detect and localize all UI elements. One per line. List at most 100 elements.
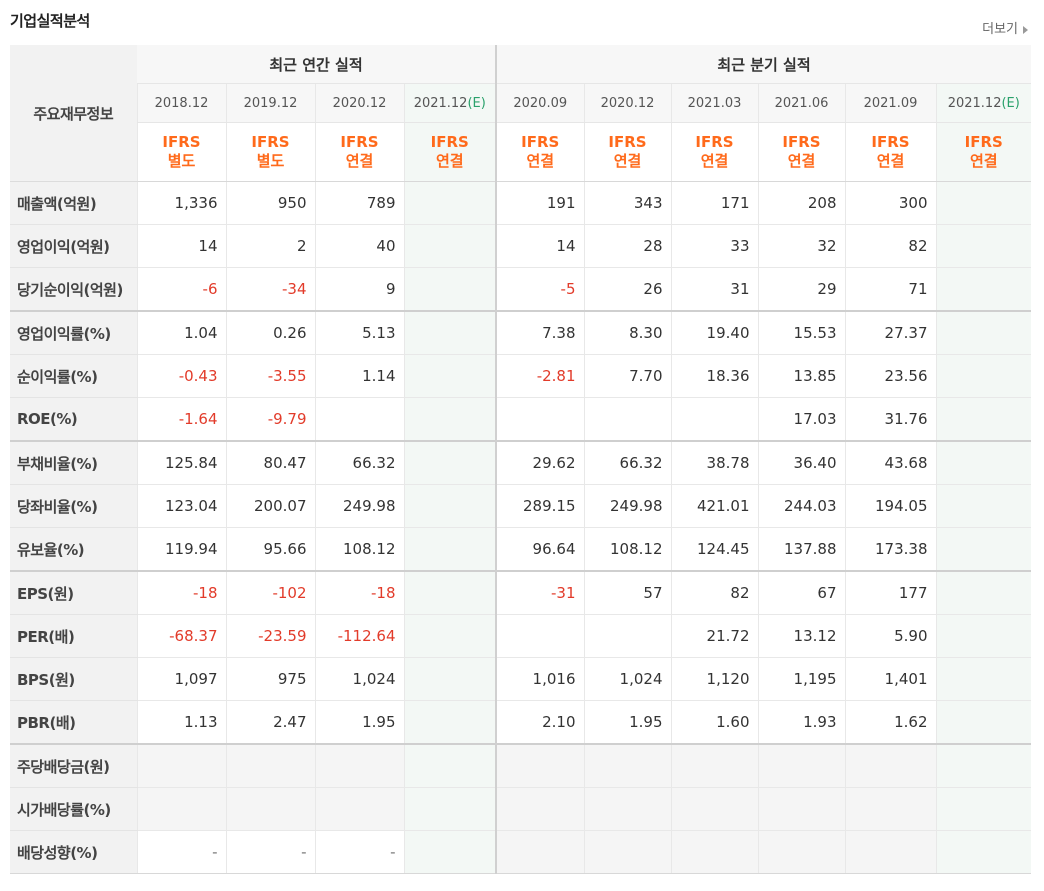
table-cell — [935, 181, 1032, 225]
table-cell — [583, 743, 671, 788]
period-header: 2021.03 — [670, 83, 758, 123]
table-cell — [403, 614, 496, 658]
table-cell: 1,336 — [136, 181, 226, 225]
estimate-marker: (E) — [1001, 95, 1020, 111]
table-cell — [403, 743, 496, 788]
table-cell — [844, 787, 936, 831]
ifrs-header: IFRS 연결 — [403, 122, 496, 182]
row-label: EPS(원) — [10, 570, 137, 615]
table-cell: 1,195 — [757, 657, 845, 701]
table-cell: -2.81 — [495, 354, 584, 398]
table-cell: 38.78 — [670, 440, 758, 485]
table-cell: 789 — [314, 181, 404, 225]
table-cell: 14 — [136, 224, 226, 268]
table-cell — [935, 700, 1032, 745]
table-cell: 80.47 — [225, 440, 315, 485]
table-cell — [935, 614, 1032, 658]
table-cell — [403, 700, 496, 745]
period-label: 2020.12 — [600, 95, 655, 111]
row-label: ROE(%) — [10, 397, 137, 442]
table-cell: 343 — [583, 181, 671, 225]
ifrs-basis: 별도 — [167, 152, 196, 170]
financial-table: 주요재무정보 최근 연간 실적 최근 분기 실적 2018.12 2019.12 2… — [10, 45, 1032, 874]
table-cell: 1.60 — [670, 700, 758, 745]
table-cell: 36.40 — [757, 440, 845, 485]
more-label: 더보기 — [982, 22, 1018, 37]
table-cell: 119.94 — [136, 527, 226, 572]
period-header: 2021.12(E) — [403, 83, 496, 123]
period-label: 2021.12 — [413, 95, 468, 111]
table-cell: 95.66 — [225, 527, 315, 572]
ifrs-basis: 연결 — [969, 152, 998, 170]
period-label: 2019.12 — [243, 95, 298, 111]
more-link[interactable]: 더보기 — [982, 18, 1028, 37]
table-cell: -68.37 — [136, 614, 226, 658]
table-cell: 19.40 — [670, 310, 758, 355]
table-row: EPS(원) -18 -102 -18 -31 57 82 67 177 — [10, 570, 1032, 615]
ifrs-header: IFRS 연결 — [670, 122, 758, 182]
table-cell — [935, 830, 1032, 874]
table-cell: 7.70 — [583, 354, 671, 398]
table-cell: 7.38 — [495, 310, 584, 355]
period-label: 2021.12 — [947, 95, 1002, 111]
ifrs-basis: 연결 — [876, 152, 905, 170]
table-cell: 57 — [583, 570, 671, 615]
table-cell — [314, 743, 404, 788]
table-cell — [403, 527, 496, 572]
period-header: 2021.06 — [757, 83, 845, 123]
table-cell: 171 — [670, 181, 758, 225]
ifrs-basis: 연결 — [526, 152, 555, 170]
table-row: BPS(원) 1,097 975 1,024 1,016 1,024 1,120 1,195 1… — [10, 657, 1032, 701]
table-cell: 13.12 — [757, 614, 845, 658]
table-cell — [935, 440, 1032, 485]
table-cell — [583, 614, 671, 658]
table-cell: -18 — [136, 570, 226, 615]
table-cell — [670, 397, 758, 442]
period-header: 2021.09 — [844, 83, 936, 123]
table-cell: -112.64 — [314, 614, 404, 658]
table-cell: 125.84 — [136, 440, 226, 485]
period-label: 2018.12 — [154, 95, 209, 111]
table-cell: 1,401 — [844, 657, 936, 701]
table-cell — [403, 570, 496, 615]
ifrs-basis: 연결 — [700, 152, 729, 170]
table-cell: 249.98 — [314, 484, 404, 528]
table-cell: 13.85 — [757, 354, 845, 398]
table-cell: 27.37 — [844, 310, 936, 355]
table-cell: 1,024 — [314, 657, 404, 701]
table-cell: 31.76 — [844, 397, 936, 442]
table-cell: 33 — [670, 224, 758, 268]
table-cell: 1,097 — [136, 657, 226, 701]
row-label: BPS(원) — [10, 657, 137, 701]
ifrs-standard: IFRS — [521, 133, 560, 151]
table-row: ROE(%) -1.64 -9.79 17.03 31.76 — [10, 397, 1032, 442]
table-cell — [403, 830, 496, 874]
table-cell — [935, 397, 1032, 442]
table-cell: 950 — [225, 181, 315, 225]
table-cell: 1.14 — [314, 354, 404, 398]
table-cell: 9 — [314, 267, 404, 312]
table-cell — [314, 397, 404, 442]
chevron-right-icon — [1023, 25, 1028, 34]
table-cell: -9.79 — [225, 397, 315, 442]
row-label: 당기순이익(억원) — [10, 267, 137, 312]
table-cell — [935, 527, 1032, 572]
table-cell: 2 — [225, 224, 315, 268]
table-cell — [935, 570, 1032, 615]
ifrs-standard: IFRS — [340, 133, 379, 151]
ifrs-standard: IFRS — [430, 133, 469, 151]
table-cell — [495, 787, 584, 831]
ifrs-standard: IFRS — [782, 133, 821, 151]
table-cell: 421.01 — [670, 484, 758, 528]
period-header: 2020.09 — [495, 83, 584, 123]
row-label: PER(배) — [10, 614, 137, 658]
table-cell: 26 — [583, 267, 671, 312]
table-cell: -1.64 — [136, 397, 226, 442]
table-cell — [670, 743, 758, 788]
period-header: 2020.12 — [314, 83, 404, 123]
table-cell — [935, 354, 1032, 398]
table-cell: 31 — [670, 267, 758, 312]
table-cell: 137.88 — [757, 527, 845, 572]
table-cell: 177 — [844, 570, 936, 615]
